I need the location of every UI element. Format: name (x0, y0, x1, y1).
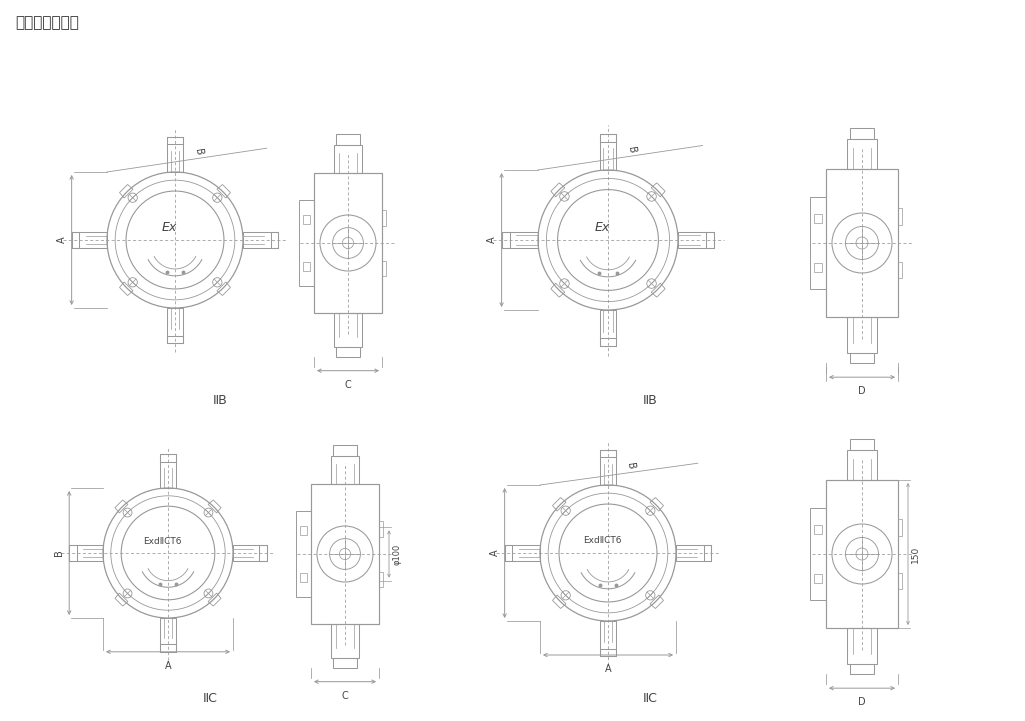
Text: ⅡC: ⅡC (643, 691, 657, 704)
Bar (382, 260, 386, 276)
Bar (333, 658, 357, 668)
Bar (826, 480, 898, 628)
Bar (810, 197, 826, 289)
Bar (333, 446, 357, 456)
Bar (898, 262, 902, 278)
Text: 外形及安装尺寸: 外形及安装尺寸 (15, 15, 79, 30)
Text: A: A (605, 664, 611, 674)
Bar (847, 628, 877, 663)
Bar (334, 313, 362, 347)
Bar (299, 200, 314, 286)
Text: Ex: Ex (594, 221, 610, 234)
Bar (898, 519, 902, 536)
Text: D: D (858, 697, 866, 707)
Text: C: C (344, 380, 352, 389)
Text: B: B (626, 146, 638, 154)
Text: A: A (165, 661, 171, 671)
Bar (336, 134, 360, 145)
Text: D: D (858, 386, 866, 396)
Bar (296, 510, 311, 598)
Bar (847, 139, 877, 169)
Text: ⅡC: ⅡC (203, 691, 217, 704)
Text: A: A (487, 236, 496, 243)
Text: ⅡB: ⅡB (212, 394, 228, 407)
Text: B: B (625, 462, 636, 470)
Text: A: A (56, 236, 67, 243)
Text: Ex: Ex (162, 221, 177, 234)
Bar (379, 572, 383, 587)
Text: ExdⅡCT6: ExdⅡCT6 (144, 537, 182, 546)
Bar (311, 484, 379, 624)
Bar (814, 525, 822, 534)
Bar (299, 526, 307, 535)
Bar (379, 521, 383, 536)
Bar (847, 451, 877, 480)
Bar (331, 456, 360, 484)
Bar (814, 263, 822, 273)
Bar (847, 317, 877, 353)
Bar (336, 347, 360, 357)
Bar (850, 439, 874, 451)
Bar (850, 128, 874, 139)
Text: φ100: φ100 (392, 544, 401, 565)
Bar (314, 173, 382, 313)
Bar (299, 573, 307, 582)
Text: ⅡB: ⅡB (643, 394, 657, 407)
Text: B: B (54, 549, 65, 557)
Bar (382, 210, 386, 226)
Bar (850, 353, 874, 363)
Bar (826, 169, 898, 317)
Bar (331, 624, 360, 658)
Bar (898, 208, 902, 224)
Bar (302, 262, 311, 271)
Bar (814, 213, 822, 223)
Text: ExdⅡCT6: ExdⅡCT6 (583, 536, 622, 545)
Text: B: B (193, 148, 204, 156)
Text: 150: 150 (911, 545, 920, 562)
Text: A: A (490, 549, 499, 557)
Bar (898, 572, 902, 589)
Bar (302, 216, 311, 224)
Bar (814, 574, 822, 583)
Bar (810, 508, 826, 600)
Text: C: C (341, 691, 349, 701)
Bar (850, 663, 874, 674)
Bar (334, 145, 362, 173)
